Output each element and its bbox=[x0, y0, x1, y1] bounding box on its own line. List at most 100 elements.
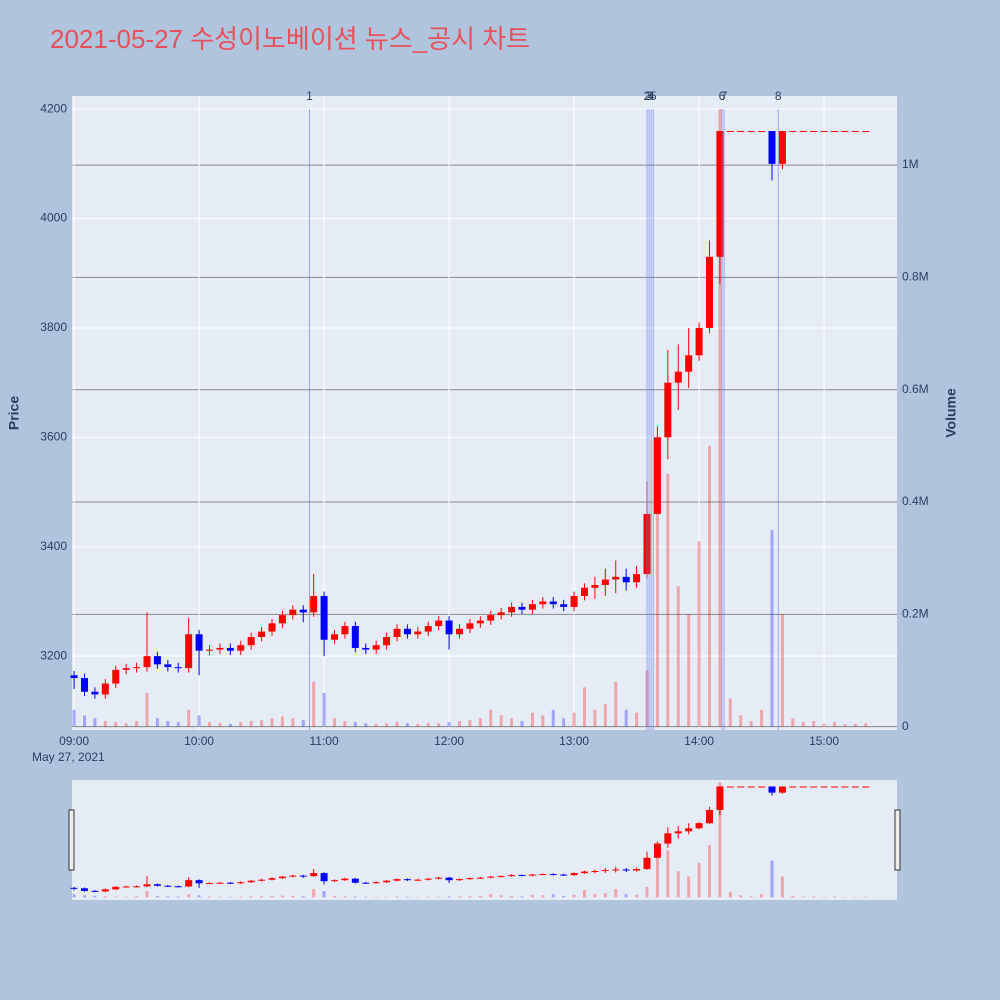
candle-body bbox=[560, 604, 568, 607]
range-slider-candle-body bbox=[362, 882, 370, 884]
range-slider-candle-body bbox=[424, 878, 432, 880]
volume-bar bbox=[197, 715, 201, 727]
range-slider-candle-body bbox=[91, 890, 99, 892]
range-slider-candle-body bbox=[372, 882, 380, 884]
y2-tick-label: 0.8M bbox=[902, 270, 929, 284]
range-slider-candle-body bbox=[268, 878, 276, 880]
range-slider[interactable] bbox=[72, 780, 897, 900]
volume-bar bbox=[468, 719, 472, 727]
range-slider-volume-bar bbox=[385, 896, 389, 898]
y2-tick-label: 0.6M bbox=[902, 382, 929, 396]
volume-bar bbox=[583, 687, 586, 727]
candle-body bbox=[862, 131, 870, 133]
range-slider-candle-body bbox=[737, 786, 745, 788]
volume-bar bbox=[322, 692, 326, 727]
y2-tick-label: 1M bbox=[902, 157, 919, 171]
range-slider-candle-body bbox=[258, 879, 266, 881]
candle-body bbox=[247, 637, 255, 646]
range-slider-candle-body bbox=[581, 871, 588, 874]
range-slider-candle-body bbox=[539, 874, 547, 876]
range-slider-candle-body bbox=[831, 786, 838, 788]
range-slider-candle-body bbox=[487, 876, 495, 878]
range-slider-volume-bar bbox=[749, 896, 753, 898]
range-slider-candle-body bbox=[164, 885, 172, 887]
range-slider-volume-bar bbox=[583, 890, 586, 898]
volume-bar bbox=[520, 721, 524, 727]
candle-body bbox=[476, 620, 484, 624]
volume-bar bbox=[416, 723, 420, 727]
range-slider-volume-bar bbox=[166, 896, 170, 898]
volume-bar bbox=[270, 718, 274, 727]
range-slider-volume-bar bbox=[645, 886, 649, 898]
candle-body bbox=[841, 131, 849, 133]
range-slider-volume-bar bbox=[405, 896, 409, 898]
candle-body bbox=[706, 256, 713, 328]
range-slider-volume-bar bbox=[770, 860, 774, 898]
range-slider-candle-body bbox=[758, 786, 766, 788]
candle-body bbox=[497, 612, 505, 616]
range-slider-volume-bar bbox=[812, 896, 816, 898]
range-slider-candle-body bbox=[841, 786, 849, 788]
range-slider-candle-body bbox=[81, 888, 88, 891]
range-handle-right[interactable] bbox=[894, 809, 901, 871]
candle-body bbox=[633, 574, 641, 583]
news-label: 5 bbox=[650, 89, 657, 103]
volume-bar bbox=[83, 715, 86, 727]
candle-body bbox=[768, 131, 776, 164]
candle-body bbox=[383, 637, 391, 646]
range-slider-volume-bar bbox=[155, 895, 159, 898]
volume-bar bbox=[124, 723, 128, 727]
candle-body bbox=[674, 371, 682, 383]
volume-bar bbox=[801, 722, 805, 727]
candle-body bbox=[278, 615, 286, 624]
volume-bar bbox=[530, 712, 534, 727]
candle-body bbox=[601, 579, 609, 586]
y-tick-label: 4000 bbox=[40, 211, 67, 225]
volume-bar bbox=[447, 722, 451, 727]
volume-bar bbox=[145, 692, 149, 727]
candle-body bbox=[174, 667, 182, 669]
range-slider-candle-body bbox=[153, 884, 161, 886]
volume-bar bbox=[760, 709, 764, 727]
volume-bar bbox=[280, 716, 284, 727]
range-slider-candle-body bbox=[549, 874, 557, 876]
candle-body bbox=[737, 131, 745, 133]
volume-bar bbox=[499, 715, 503, 727]
candle-body bbox=[518, 606, 526, 610]
candle-body bbox=[810, 131, 818, 133]
candle-body bbox=[195, 634, 203, 651]
range-slider-candle-body bbox=[133, 886, 141, 888]
y2-tick-label: 0.4M bbox=[902, 494, 929, 508]
range-slider-candle-body bbox=[122, 886, 130, 888]
candle-body bbox=[153, 656, 161, 665]
y-tick-label: 3200 bbox=[40, 648, 67, 662]
range-slider-candle-body bbox=[445, 877, 453, 881]
range-slider-candle-body bbox=[799, 786, 807, 788]
volume-bar bbox=[666, 473, 670, 727]
range-slider-candle-body bbox=[351, 878, 359, 883]
range-slider-volume-bar bbox=[530, 894, 534, 898]
range-slider-volume-bar bbox=[72, 894, 76, 898]
volume-bar bbox=[301, 719, 305, 727]
range-slider-volume-bar bbox=[416, 896, 420, 898]
range-slider-candle-body bbox=[414, 879, 422, 881]
range-slider-candle-body bbox=[393, 879, 401, 881]
y-tick-label: 4200 bbox=[40, 101, 67, 115]
volume-bar bbox=[333, 718, 336, 727]
volume-bar bbox=[812, 721, 816, 727]
range-slider-candle-body bbox=[716, 786, 724, 810]
volume-bar bbox=[218, 723, 222, 727]
range-slider-candle-body bbox=[216, 882, 224, 884]
range-slider-volume-bar bbox=[739, 895, 743, 898]
news-label: 2 bbox=[644, 89, 651, 103]
candle-body bbox=[820, 131, 828, 133]
volume-bar bbox=[291, 718, 295, 727]
x-date-label: May 27, 2021 bbox=[32, 750, 105, 764]
range-slider-candle-body bbox=[508, 875, 516, 877]
range-slider-volume-bar bbox=[780, 876, 784, 898]
range-slider-volume-bar bbox=[697, 862, 701, 898]
x-tick-label: 11:00 bbox=[310, 734, 339, 748]
candle-body bbox=[299, 609, 307, 613]
range-slider-volume-bar bbox=[114, 896, 118, 898]
range-handle-left[interactable] bbox=[68, 809, 75, 871]
